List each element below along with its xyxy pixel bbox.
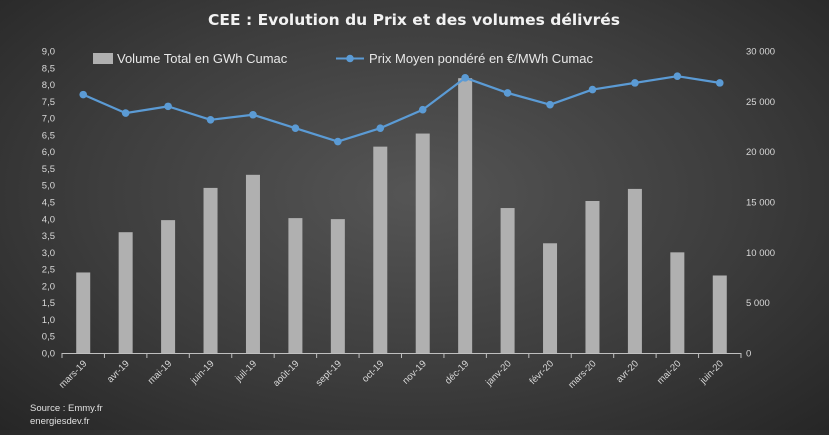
source-line-2: energiesdev.fr bbox=[30, 416, 90, 427]
legend-bar-swatch bbox=[93, 53, 113, 64]
x-tick-label: juin-20 bbox=[697, 358, 726, 387]
volume-bar bbox=[415, 133, 430, 353]
y-left-tick-label: 0,5 bbox=[42, 332, 55, 343]
price-point bbox=[461, 74, 469, 82]
y-right-tick-label: 15 000 bbox=[746, 198, 775, 209]
x-tick-label: juil-19 bbox=[233, 358, 259, 384]
y-right-tick-label: 0 bbox=[746, 349, 751, 360]
y-left-tick-label: 5,5 bbox=[42, 164, 55, 175]
price-point bbox=[291, 124, 300, 132]
x-tick-label: juin-19 bbox=[188, 358, 217, 387]
y-left-tick-label: 5,0 bbox=[42, 181, 55, 192]
source-line-1: Source : Emmy.fr bbox=[30, 403, 103, 414]
y-left-tick-label: 7,5 bbox=[42, 97, 55, 108]
y-left-tick-label: 4,0 bbox=[42, 214, 55, 225]
bars bbox=[76, 78, 727, 354]
x-tick-label: mai-19 bbox=[146, 358, 174, 386]
chart-title: CEE : Evolution du Prix et des volumes d… bbox=[208, 11, 620, 29]
x-tick-label: oct-19 bbox=[360, 358, 386, 384]
y-right-tick-label: 20 000 bbox=[746, 147, 775, 158]
x-tick-label: déc-19 bbox=[443, 358, 471, 386]
price-point bbox=[376, 124, 385, 132]
x-tick-label: mars-19 bbox=[57, 358, 89, 390]
price-point bbox=[546, 100, 554, 109]
legend: Volume Total en GWh Cumac Prix Moyen pon… bbox=[93, 51, 593, 66]
volume-bar bbox=[245, 174, 260, 353]
price-point bbox=[588, 85, 597, 94]
y-right-tick-label: 25 000 bbox=[746, 97, 775, 108]
price-point bbox=[249, 110, 257, 119]
y-left-tick-label: 1,5 bbox=[42, 298, 55, 309]
price-point bbox=[503, 89, 512, 97]
volume-bar bbox=[458, 78, 473, 354]
x-tick-label: nov-19 bbox=[401, 358, 429, 386]
y-left-tick-label: 6,0 bbox=[42, 147, 55, 158]
x-tick-label: avr-20 bbox=[614, 358, 641, 385]
y-left-tick-label: 3,5 bbox=[42, 231, 55, 242]
price-point bbox=[334, 137, 342, 146]
right-axis: 0 5 000 10 000 15 000 20 000 25 000 30 000 bbox=[746, 47, 775, 360]
price-point bbox=[673, 72, 682, 80]
legend-line-marker bbox=[346, 54, 354, 63]
volume-bar bbox=[670, 252, 685, 353]
volume-bar bbox=[500, 208, 515, 353]
legend-bar-label: Volume Total en GWh Cumac bbox=[117, 51, 288, 66]
x-tick-label: sept-19 bbox=[314, 358, 344, 388]
volume-bar bbox=[330, 219, 345, 353]
y-left-tick-label: 6,5 bbox=[42, 130, 55, 141]
x-axis: mars-19 avr-19 mai-19 juin-19 juil-19 août-19… bbox=[57, 353, 742, 391]
price-point bbox=[79, 90, 88, 99]
volume-bar bbox=[627, 188, 642, 353]
legend-line-label: Prix Moyen pondéré en €/MWh Cumac bbox=[369, 51, 593, 66]
volume-bar bbox=[373, 146, 388, 353]
y-left-tick-label: 0,0 bbox=[42, 349, 55, 360]
volume-bar bbox=[203, 187, 218, 353]
volume-bar bbox=[118, 232, 133, 353]
y-left-tick-label: 8,5 bbox=[42, 63, 55, 74]
price-point bbox=[121, 109, 130, 117]
y-left-tick-label: 2,5 bbox=[42, 265, 55, 276]
y-left-tick-label: 4,5 bbox=[42, 198, 55, 209]
x-tick-label: janv-20 bbox=[483, 358, 514, 389]
x-tick-label: mars-20 bbox=[566, 358, 598, 390]
price-line bbox=[79, 72, 724, 146]
volume-bar bbox=[543, 243, 558, 353]
volume-bar bbox=[76, 272, 91, 353]
y-right-tick-label: 10 000 bbox=[746, 248, 775, 259]
y-left-tick-label: 3,0 bbox=[42, 248, 55, 259]
y-right-tick-label: 5 000 bbox=[746, 298, 770, 309]
price-point bbox=[715, 79, 724, 87]
x-tick-label: août-19 bbox=[271, 358, 302, 389]
volume-bar bbox=[712, 275, 727, 353]
price-point bbox=[418, 105, 427, 114]
y-left-tick-label: 7,0 bbox=[42, 114, 55, 125]
price-point bbox=[206, 115, 215, 124]
x-tick-label: avr-19 bbox=[105, 358, 132, 385]
price-point bbox=[164, 102, 172, 111]
y-left-tick-label: 2,0 bbox=[42, 281, 55, 292]
price-point bbox=[631, 79, 639, 87]
x-tick-label: févr-20 bbox=[527, 358, 556, 387]
y-right-tick-label: 30 000 bbox=[746, 47, 775, 58]
y-left-tick-label: 1,0 bbox=[42, 315, 55, 326]
volume-bar bbox=[585, 200, 600, 353]
price-series-line bbox=[82, 75, 720, 143]
y-left-tick-label: 9,0 bbox=[42, 47, 55, 58]
volume-bar bbox=[288, 218, 303, 353]
x-tick-label: mai-20 bbox=[655, 358, 683, 386]
volume-bar bbox=[161, 220, 176, 353]
y-left-tick-label: 8,0 bbox=[42, 80, 55, 91]
left-axis: 0,0 0,5 1,0 1,5 2,0 2,5 3,0 3,5 4,0 4,5 5,0 5,5 6,0 6… bbox=[42, 47, 55, 360]
